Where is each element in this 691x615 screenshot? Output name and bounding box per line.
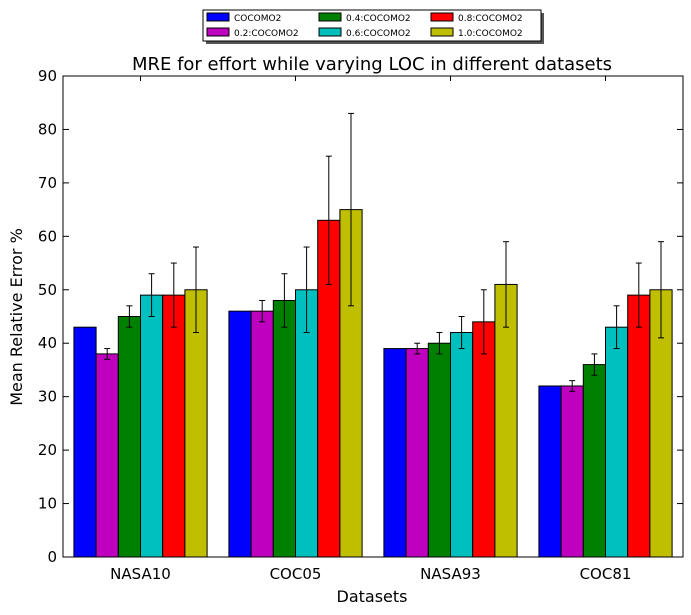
bar	[95, 353, 119, 558]
bar	[450, 332, 474, 558]
legend-swatch	[430, 12, 454, 22]
y-axis-label: Mean Relative Error %	[7, 228, 26, 406]
x-axis-label: Datasets	[337, 587, 408, 606]
legend-label: 0.8:COCOMO2	[458, 14, 523, 24]
legend-swatch	[430, 27, 454, 37]
legend-swatch	[206, 27, 230, 37]
legend-swatch	[318, 12, 342, 22]
y-tick-label: 40	[38, 334, 57, 352]
bar	[538, 385, 562, 558]
legend-frame	[202, 9, 542, 42]
y-tick-label: 90	[38, 67, 57, 85]
bar	[472, 321, 496, 558]
chart-title: MRE for effort while varying LOC in diff…	[132, 54, 612, 75]
bar	[73, 326, 97, 558]
y-tick-label: 0	[47, 548, 57, 566]
plot-frame	[62, 75, 684, 558]
legend: COCOMO2 0.2:COCOMO2 0.4:COCOMO2 0.6:COCOMO2…	[202, 9, 544, 44]
y-tick-label: 50	[38, 281, 57, 299]
bar	[272, 299, 296, 558]
y-tick-label: 60	[38, 227, 57, 245]
y-tick-label: 30	[38, 388, 57, 406]
bar	[405, 348, 429, 558]
x-tick-label: COC81	[580, 565, 632, 583]
y-tick-label: 10	[38, 495, 57, 513]
x-tick-label: NASA93	[420, 565, 481, 583]
bar	[560, 385, 584, 558]
bar	[162, 294, 186, 558]
legend-label: 0.2:COCOMO2	[234, 29, 299, 39]
bar	[627, 294, 651, 558]
bar	[383, 348, 407, 558]
legend-swatch	[318, 27, 342, 37]
bar	[605, 326, 629, 558]
y-tick-label: 80	[38, 120, 57, 138]
legend-label: 1.0:COCOMO2	[458, 29, 523, 39]
x-tick-label: COC05	[270, 565, 322, 583]
legend-label: 0.4:COCOMO2	[346, 14, 411, 24]
bar	[140, 294, 164, 558]
legend-label: COCOMO2	[234, 14, 281, 24]
bar	[582, 364, 606, 558]
legend-label: 0.6:COCOMO2	[346, 29, 411, 39]
y-tick-label: 70	[38, 174, 57, 192]
bar	[117, 316, 142, 558]
legend-swatch	[206, 12, 230, 22]
bar	[427, 342, 451, 558]
bar	[228, 310, 252, 558]
x-tick-label: NASA10	[110, 565, 171, 583]
y-tick-label: 20	[38, 441, 57, 459]
bar	[250, 310, 274, 558]
